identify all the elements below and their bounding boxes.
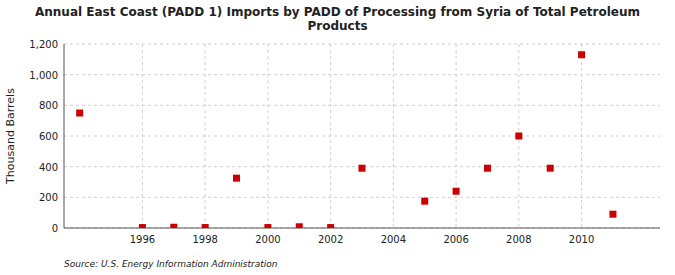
point xyxy=(139,224,146,228)
y-grid-line xyxy=(64,105,660,106)
y-tick-label: 800 xyxy=(39,100,58,111)
point xyxy=(327,224,334,228)
y-axis-line xyxy=(64,44,65,228)
y-axis-label: Thousand Barrels xyxy=(4,88,17,185)
y-grid-line xyxy=(64,228,660,229)
chart-container: Annual East Coast (PADD 1) Imports by PA… xyxy=(0,0,675,275)
x-grid-line xyxy=(581,44,582,228)
point xyxy=(453,188,460,195)
point xyxy=(170,224,177,228)
x-grid-line xyxy=(205,44,206,228)
y-grid-line xyxy=(64,197,660,198)
y-tick-label: 600 xyxy=(39,131,58,142)
point xyxy=(578,51,585,58)
x-tick-label: 1998 xyxy=(192,234,217,245)
x-grid-line xyxy=(330,44,331,228)
y-tick-label: 200 xyxy=(39,192,58,203)
x-tick-label: 1996 xyxy=(130,234,155,245)
y-tick-label: 400 xyxy=(39,162,58,173)
y-grid-line xyxy=(64,136,660,137)
source: Source: U.S. Energy Information Administ… xyxy=(64,259,278,269)
y-grid-line xyxy=(64,44,660,45)
point xyxy=(233,175,240,182)
x-tick-label: 2000 xyxy=(255,234,280,245)
x-tick-label: 2002 xyxy=(318,234,343,245)
point xyxy=(547,165,554,172)
point xyxy=(421,198,428,205)
point xyxy=(264,224,271,228)
chart: Annual East Coast (PADD 1) Imports by PA… xyxy=(0,0,675,275)
x-axis-line xyxy=(64,228,660,229)
points xyxy=(76,51,616,228)
y-tick-label: 0 xyxy=(52,223,58,234)
y-tick-label: 1,000 xyxy=(29,70,58,81)
title: Annual East Coast (PADD 1) Imports by PA… xyxy=(35,5,640,33)
point xyxy=(359,165,366,172)
point xyxy=(296,223,303,228)
y-grid-line xyxy=(64,74,660,75)
x-tick-label: 2006 xyxy=(443,234,468,245)
point xyxy=(202,224,209,228)
grid xyxy=(64,44,660,228)
point xyxy=(515,133,522,140)
x-grid-line xyxy=(456,44,457,228)
y-tick-label: 1,200 xyxy=(29,39,58,50)
point xyxy=(484,165,491,172)
x-grid-line xyxy=(393,44,394,228)
x-tick-label: 2004 xyxy=(381,234,406,245)
x-tick-label: 2008 xyxy=(506,234,531,245)
point xyxy=(609,211,616,218)
x-grid-line xyxy=(142,44,143,228)
x-grid-line xyxy=(267,44,268,228)
point xyxy=(76,110,83,117)
x-tick-label: 2010 xyxy=(569,234,594,245)
